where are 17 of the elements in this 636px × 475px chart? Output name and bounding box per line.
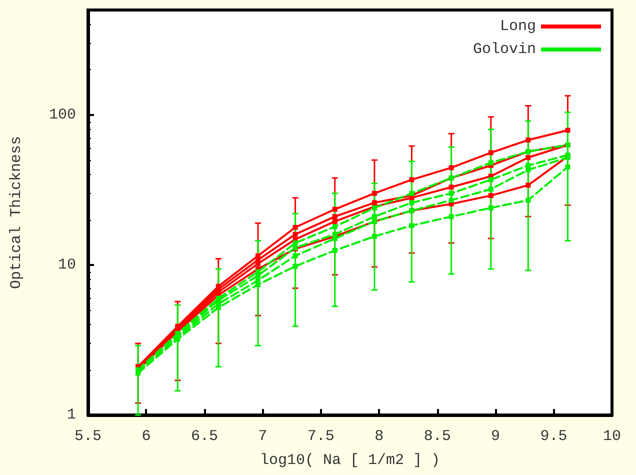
legend-label: Long xyxy=(500,18,536,35)
y-axis-title: Optical Thickness xyxy=(8,136,25,290)
x-tick-label: 10 xyxy=(602,428,622,445)
x-axis-title: log10( Na [ 1/m2 ] ) xyxy=(260,452,440,469)
x-tick-label: 7 xyxy=(258,428,268,445)
x-tick-label: 5.5 xyxy=(74,428,102,445)
x-tick-label: 7.5 xyxy=(307,428,334,445)
x-tick-label: 8.5 xyxy=(424,428,451,445)
y-tick-label: 100 xyxy=(48,106,76,124)
x-tick-label: 6.5 xyxy=(190,428,218,445)
x-tick-label: 6 xyxy=(142,428,151,445)
x-tick-label: 9.5 xyxy=(540,428,568,445)
x-tick-label: 9 xyxy=(491,428,500,445)
x-tick-label: 8 xyxy=(374,428,384,445)
y-tick-label: 10 xyxy=(58,256,76,274)
y-tick-label: 1 xyxy=(66,406,76,424)
legend-label: Golovin xyxy=(472,41,536,58)
